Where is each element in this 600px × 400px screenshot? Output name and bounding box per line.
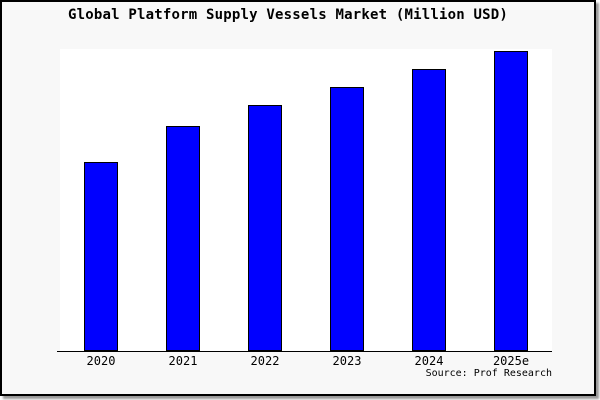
x-tick-label-2022: 2022 [250, 354, 280, 368]
x-tick-label-2023: 2023 [332, 354, 362, 368]
bar-2022 [248, 104, 282, 351]
x-tick-label-2025e: 2025e [492, 354, 530, 368]
bar-2024 [412, 68, 446, 351]
x-tick-label-2024: 2024 [414, 354, 444, 368]
bar-2025e [494, 50, 528, 351]
x-tick-label-2020: 2020 [86, 354, 116, 368]
bar-2020 [84, 161, 118, 351]
bar-2021 [166, 125, 200, 351]
x-axis-line [57, 351, 552, 353]
chart-title: Global Platform Supply Vessels Market (M… [67, 7, 509, 23]
source-note: Source: Prof Research [425, 368, 552, 379]
bar-2023 [330, 86, 364, 351]
plot-area [60, 49, 552, 351]
x-tick-label-2021: 2021 [168, 354, 198, 368]
